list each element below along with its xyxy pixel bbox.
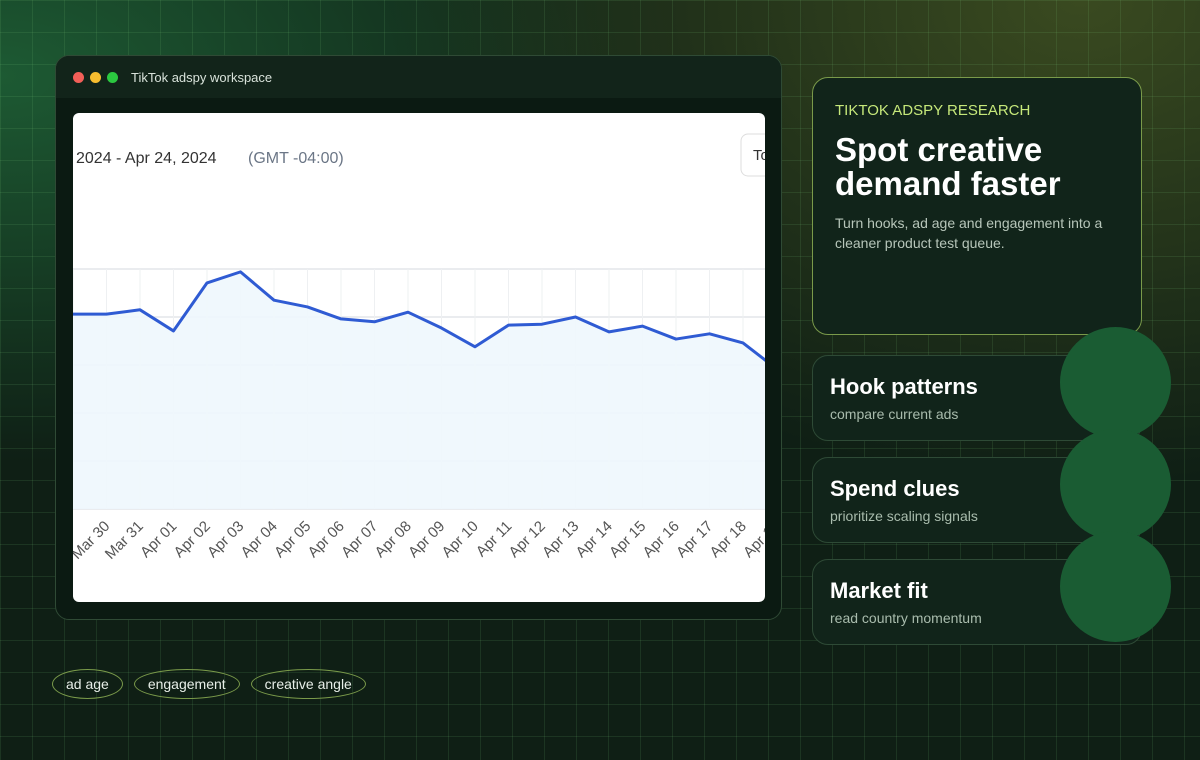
- x-tick-label: Apr 18: [707, 518, 750, 561]
- feature-title: Hook patterns: [830, 374, 978, 399]
- feature-subtitle: read country momentum: [830, 610, 982, 626]
- maximize-dot[interactable]: [107, 71, 118, 83]
- hero-title: Spot creative demand faster: [835, 131, 1061, 202]
- x-tick-label: Apr 01: [137, 518, 180, 561]
- to-button[interactable]: [740, 133, 765, 177]
- chart: 2024 - Apr 24, 2024 (GMT -04:00) To Mar …: [73, 133, 765, 563]
- x-tick-label: Apr 15: [606, 518, 649, 561]
- accent-circle: [1060, 327, 1171, 438]
- to-button-label[interactable]: To: [753, 147, 765, 164]
- x-tick-label: Apr 10: [439, 518, 482, 561]
- timezone: (GMT -04:00): [248, 150, 344, 167]
- tag-list: ad age engagement creative angle: [52, 669, 366, 699]
- x-tick-label: Apr 02: [171, 518, 214, 561]
- x-tick-label: Apr 05: [271, 518, 314, 561]
- date-range: 2024 - Apr 24, 2024: [76, 150, 217, 167]
- x-tick-label: Apr 09: [405, 518, 448, 561]
- hero-card: TIKTOK ADSPY RESEARCH Spot creative dema…: [812, 77, 1142, 335]
- feature-title: Market fit: [830, 578, 928, 603]
- x-tick-label: Apr 12: [506, 518, 549, 561]
- x-tick-label: Mar 31: [102, 518, 147, 563]
- tag[interactable]: creative angle: [250, 669, 366, 699]
- tag[interactable]: ad age: [52, 669, 123, 699]
- eyebrow: TIKTOK ADSPY RESEARCH: [835, 102, 1031, 119]
- area: [73, 271, 765, 509]
- x-tick-label: Apr 17: [673, 518, 716, 561]
- feature-subtitle: prioritize scaling signals: [830, 508, 978, 524]
- x-tick-label: Apr 16: [640, 518, 683, 561]
- close-dot[interactable]: [73, 71, 84, 83]
- accent-circle: [1060, 531, 1171, 642]
- minimize-dot[interactable]: [90, 71, 101, 83]
- x-tick-label: Apr 13: [539, 518, 582, 561]
- x-tick-label: Apr 06: [305, 518, 348, 561]
- tag[interactable]: engagement: [133, 669, 240, 699]
- x-tick-label: Apr 03: [204, 518, 247, 561]
- window-title: TikTok adspy workspace: [131, 69, 273, 85]
- accent-circle: [1060, 429, 1171, 540]
- x-tick-label: Apr 07: [338, 518, 381, 561]
- x-tick-label: Apr 11: [473, 518, 515, 560]
- feature-subtitle: compare current ads: [830, 406, 959, 422]
- x-tick-label: Apr 14: [573, 518, 616, 561]
- chart-panel: 2024 - Apr 24, 2024 (GMT -04:00) To Mar …: [73, 113, 765, 602]
- x-tick-label: Apr 04: [238, 518, 281, 561]
- title-bar: TikTok adspy workspace: [56, 56, 781, 98]
- line: [73, 270, 765, 362]
- feature-title: Spend clues: [830, 476, 960, 501]
- x-tick-label: Apr 08: [372, 518, 415, 561]
- app-window: TikTok adspy workspace 2024 - Apr 24, 20…: [55, 55, 782, 620]
- hero-body: Turn hooks, ad age and engagement into a…: [835, 215, 1103, 251]
